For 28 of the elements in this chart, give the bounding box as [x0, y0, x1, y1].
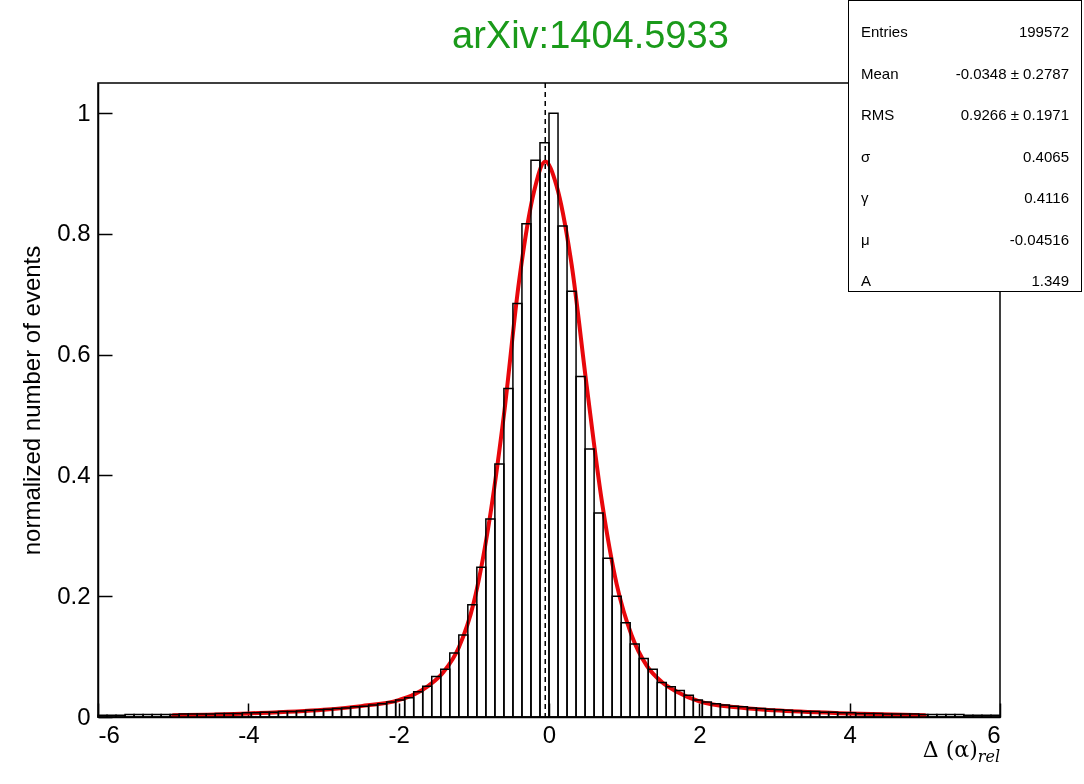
annotation: μ: [861, 230, 870, 248]
text: 0.4065: [1023, 147, 1069, 165]
x-tick-label: -6: [98, 720, 120, 748]
y-tick-label: 0: [77, 702, 91, 730]
y-axis-title: normalized number of events: [18, 245, 46, 556]
y-tick-label: 1: [77, 98, 91, 126]
x-tick-label: -2: [388, 720, 410, 748]
text: Mean: [861, 64, 899, 82]
text: 1.349: [1031, 272, 1069, 289]
x-tick-label: 0: [542, 720, 557, 748]
annotation: 0.9266 ± 0.1971: [960, 106, 1069, 123]
y-tick-label: 0.6: [57, 340, 91, 368]
text: -0.0348 ± 0.2787: [955, 64, 1069, 82]
annotation: A: [861, 272, 872, 289]
y-tick-label: 0.8: [57, 219, 91, 247]
text: 199572: [1018, 23, 1069, 40]
x-tick-label: -4: [238, 720, 260, 748]
annotation: γ: [861, 189, 869, 206]
annotation: RMS: [861, 106, 895, 123]
x-tick-label: 2: [693, 720, 707, 748]
text: 0.4116: [1024, 189, 1069, 206]
y-tick-label: 0.2: [57, 581, 91, 609]
x-tick-label: 4: [843, 720, 857, 748]
annotation: σ: [861, 147, 871, 165]
y-tick-label: 0.4: [57, 460, 91, 488]
text: Entries: [861, 23, 908, 40]
text: arXiv:1404.5933: [452, 14, 729, 57]
text: -0.04516: [1009, 230, 1069, 248]
